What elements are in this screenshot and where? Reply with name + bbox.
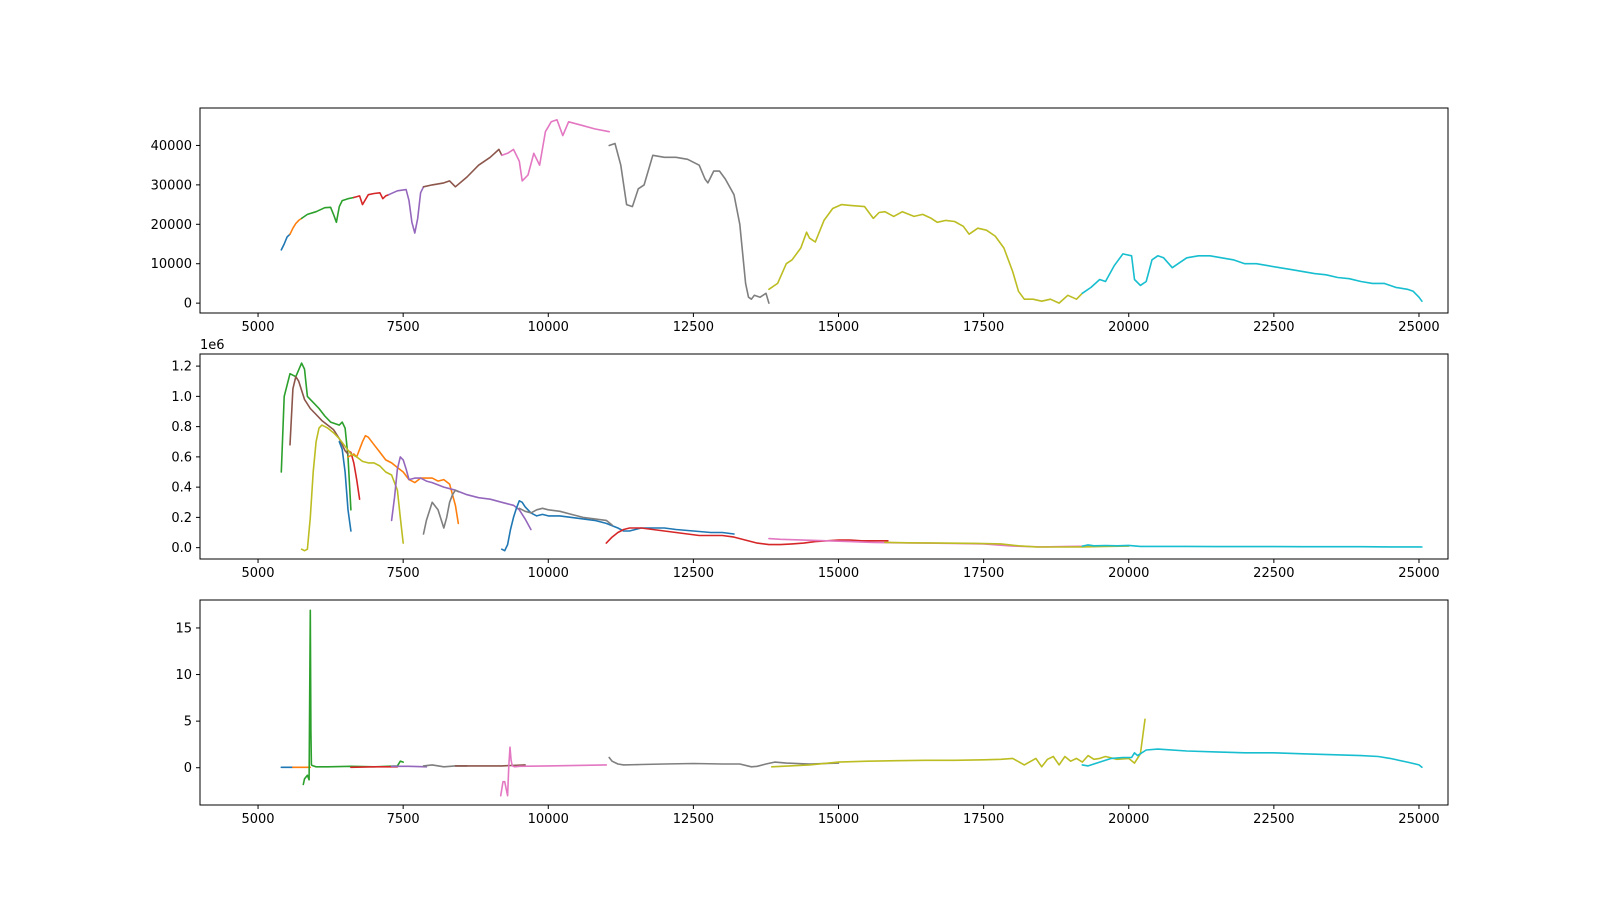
series-line-6: [390, 456, 532, 531]
x-tick-label: 5000: [241, 812, 274, 827]
y-tick-label: 0.2: [171, 511, 192, 526]
y-tick-label: 1.2: [171, 360, 192, 375]
series-line-7: [608, 142, 770, 304]
x-tick-label: 7500: [387, 566, 420, 581]
y-tick-label: 5: [184, 715, 192, 730]
x-tick-label: 10000: [528, 812, 569, 827]
x-tick-label: 12500: [673, 320, 714, 335]
y-tick-label: 10000: [151, 257, 192, 272]
x-tick-label: 10000: [528, 566, 569, 581]
series-line-5: [422, 148, 503, 188]
series-line-6: [500, 119, 611, 182]
x-tick-label: 20000: [1108, 812, 1149, 827]
series-line-4: [347, 434, 460, 525]
y-tick-label: 0.8: [171, 420, 192, 435]
x-tick-label: 15000: [818, 812, 859, 827]
axes-frame: [199, 353, 1449, 560]
y-tick-label: 0.0: [171, 541, 192, 556]
y-tick-label: 0: [184, 761, 192, 776]
x-tick-label: 10000: [528, 320, 569, 335]
series-line-1: [289, 217, 303, 235]
y-tick-label: 0: [184, 297, 192, 312]
x-tick-label: 20000: [1108, 320, 1149, 335]
series-line-4: [390, 765, 428, 768]
x-tick-label: 15000: [818, 320, 859, 335]
x-tick-label: 25000: [1398, 320, 1439, 335]
x-tick-label: 7500: [387, 812, 420, 827]
x-tick-label: 25000: [1398, 812, 1439, 827]
series-line-9: [770, 718, 1146, 768]
series-line-9: [1081, 253, 1423, 303]
y-tick-label: 0.6: [171, 450, 192, 465]
x-tick-label: 5000: [241, 566, 274, 581]
series-line-2: [300, 196, 355, 224]
x-tick-label: 7500: [387, 320, 420, 335]
axes-frame: [199, 599, 1449, 806]
series-line-8: [768, 203, 1084, 304]
y-tick-label: 10: [175, 668, 192, 683]
series-line-7: [499, 746, 608, 797]
series-line-9: [518, 507, 613, 526]
x-tick-label: 17500: [963, 320, 1004, 335]
axes-frame: [199, 107, 1449, 314]
series-line-8: [608, 756, 840, 768]
series-line-2: [338, 440, 352, 532]
y-tick-label: 15: [175, 621, 192, 636]
y-tick-label: 1.0: [171, 390, 192, 405]
subplot-middle: 5000 7500 10000 12500 15000 17500 20000 22500 25…: [171, 338, 1449, 581]
y-tick-label: 0.4: [171, 481, 192, 496]
series-line-13: [1081, 544, 1423, 548]
x-tick-label: 25000: [1398, 566, 1439, 581]
y-tick-label: 40000: [151, 139, 192, 154]
subplot-bottom: 5000 7500 10000 12500 15000 17500 20000 22500 25…: [175, 599, 1449, 827]
series-line-7: [422, 489, 460, 535]
x-tick-label: 17500: [963, 566, 1004, 581]
x-tick-label: 5000: [241, 320, 274, 335]
series-line-8: [500, 499, 735, 552]
x-tick-label: 12500: [673, 566, 714, 581]
x-tick-label: 22500: [1253, 566, 1294, 581]
x-tick-label: 17500: [963, 812, 1004, 827]
series-line-6: [454, 764, 526, 767]
y-tick-label: 30000: [151, 178, 192, 193]
x-tick-label: 15000: [818, 566, 859, 581]
series-line-12: [884, 541, 1130, 548]
series-line-2: [302, 609, 405, 786]
subplot-top: 5000 7500 10000 12500 15000 17500 20000 22500 25…: [151, 107, 1449, 335]
series-line-5: [300, 424, 405, 552]
series-line-3: [352, 192, 390, 206]
x-tick-label: 22500: [1253, 320, 1294, 335]
series-line-3: [350, 765, 399, 769]
y-tick-label: 20000: [151, 218, 192, 233]
x-tick-label: 22500: [1253, 812, 1294, 827]
series-line-0: [280, 362, 352, 511]
series-line-0: [280, 233, 291, 251]
series-line-10: [1081, 748, 1423, 769]
y-offset-label: 1e6: [200, 338, 225, 353]
x-tick-label: 12500: [673, 812, 714, 827]
series-line-4: [387, 186, 425, 234]
x-tick-label: 20000: [1108, 566, 1149, 581]
